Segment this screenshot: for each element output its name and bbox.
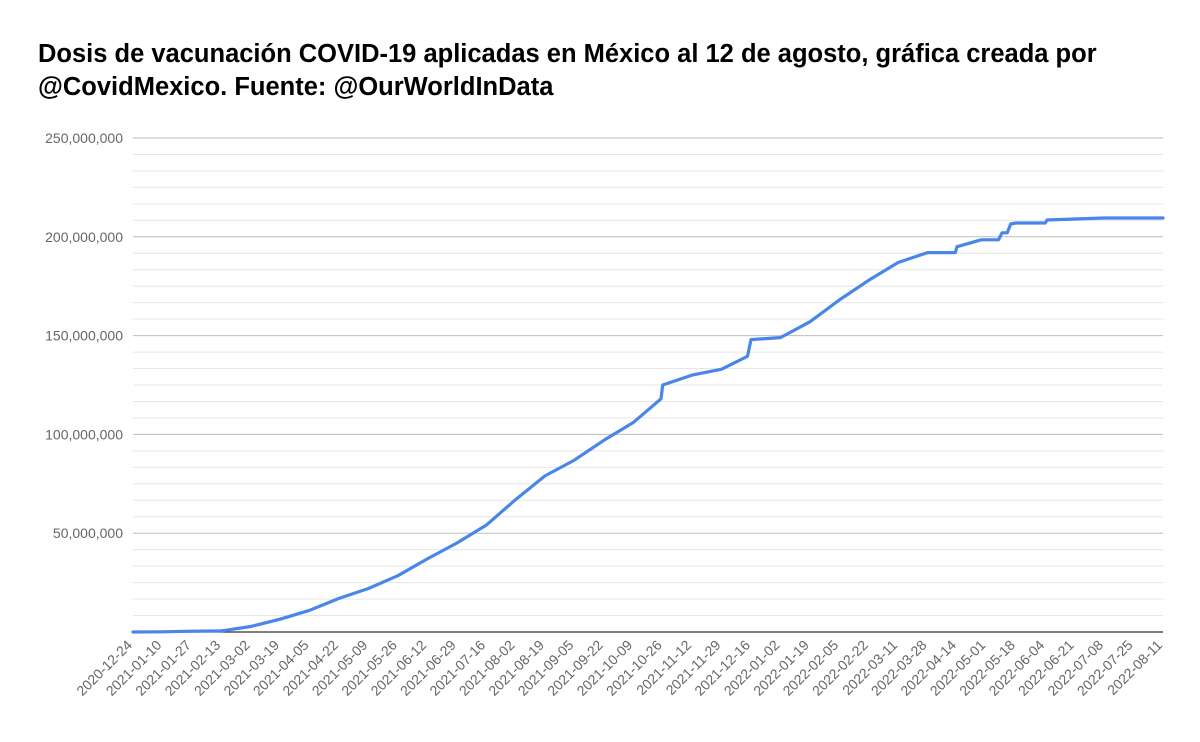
chart-title: Dosis de vacunación COVID-19 aplicadas e… (38, 40, 1097, 101)
y-tick-label: 150,000,000 (45, 328, 123, 344)
series-layer (131, 216, 1165, 634)
y-tick-label: 250,000,000 (45, 130, 123, 146)
gridlines (133, 137, 1163, 633)
y-tick-label: 200,000,000 (45, 229, 123, 245)
y-axis-tick-labels: 50,000,000 100,000,000 150,000,000 200,000,… (45, 130, 123, 541)
y-tick-label: 100,000,000 (45, 426, 123, 442)
y-tick-label: 50,000,000 (53, 525, 123, 541)
x-axis-tick-labels: 2020-12-242021-01-102021-01-272021-02-13… (73, 637, 1165, 699)
series-line (131, 216, 1165, 634)
